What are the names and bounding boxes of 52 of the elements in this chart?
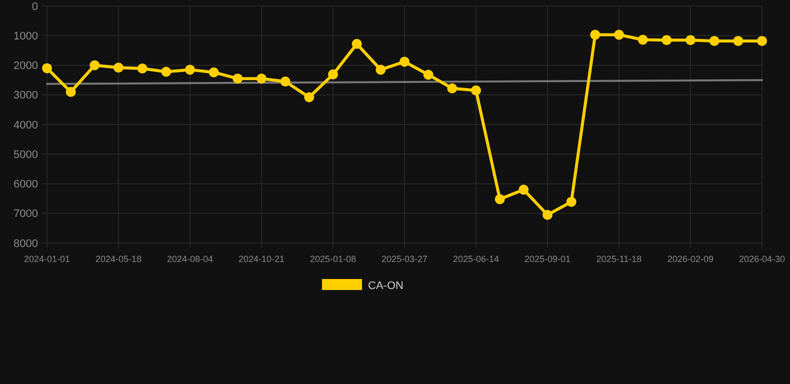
point <box>400 56 410 67</box>
x-tick-label: 2026-04-30 <box>738 254 786 264</box>
x-tick-label: 2025-06-14 <box>452 254 500 264</box>
y-tick-label: 3000 <box>14 90 38 102</box>
y-tick-label: 1000 <box>14 30 38 42</box>
point <box>662 35 672 46</box>
point <box>518 184 529 195</box>
point <box>304 92 314 102</box>
x-tick-label: 2024-01-01 <box>24 254 70 264</box>
point <box>185 64 195 75</box>
y-tick-label: 8000 <box>14 238 38 250</box>
point <box>471 85 481 96</box>
point <box>614 30 624 40</box>
y-tick-label: 4000 <box>14 119 38 132</box>
point <box>590 30 600 40</box>
point <box>208 67 219 78</box>
x-tick-label: 2026-02-09 <box>667 254 714 264</box>
point <box>352 38 362 49</box>
point <box>376 64 386 75</box>
legend-label: CA-ON <box>368 280 404 292</box>
point <box>280 76 290 87</box>
point <box>542 210 552 220</box>
x-tick-label: 2025-09-01 <box>524 254 571 264</box>
point <box>161 66 172 77</box>
point <box>709 36 720 46</box>
x-tick-label: 2024-08-04 <box>166 254 214 264</box>
point <box>733 36 744 46</box>
point <box>42 63 52 74</box>
x-tick-label: 2025-03-27 <box>381 254 428 264</box>
point <box>566 196 576 207</box>
point <box>328 69 338 80</box>
point <box>423 70 434 80</box>
point <box>114 62 124 73</box>
x-tick-label: 2024-05-18 <box>95 254 142 264</box>
x-tick-label: 2024-10-21 <box>238 254 285 264</box>
y-tick-label: 0 <box>32 0 38 13</box>
point <box>256 74 266 84</box>
y-tick-label: 6000 <box>14 178 38 191</box>
point <box>447 83 458 94</box>
point <box>757 36 767 46</box>
point <box>638 34 648 45</box>
point <box>66 86 76 97</box>
point <box>137 64 148 74</box>
x-tick-label: 2025-11-18 <box>596 254 642 264</box>
point <box>90 60 100 70</box>
x-tick-label: 2025-01-08 <box>310 254 356 264</box>
y-tick-label: 2000 <box>14 60 38 72</box>
y-tick-label: 7000 <box>14 208 38 220</box>
y-tick-label: 5000 <box>14 148 38 161</box>
point <box>686 35 696 46</box>
point <box>494 194 505 204</box>
point <box>232 74 243 84</box>
